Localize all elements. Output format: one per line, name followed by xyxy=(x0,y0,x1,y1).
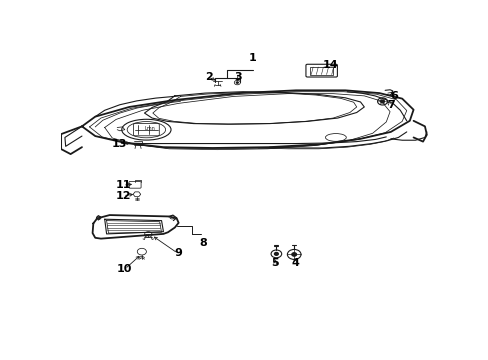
Circle shape xyxy=(380,100,384,103)
Circle shape xyxy=(236,82,238,83)
Text: 6: 6 xyxy=(390,91,398,101)
Text: 1: 1 xyxy=(248,53,256,63)
Text: Lmn: Lmn xyxy=(144,126,155,131)
Text: 12: 12 xyxy=(116,191,131,201)
Text: 7: 7 xyxy=(386,100,394,110)
Text: 4: 4 xyxy=(291,258,299,268)
Text: 10: 10 xyxy=(117,264,132,274)
Text: 2: 2 xyxy=(204,72,212,82)
Circle shape xyxy=(291,253,296,256)
Text: 5: 5 xyxy=(271,258,279,268)
Text: 13: 13 xyxy=(112,139,127,149)
Text: 9: 9 xyxy=(174,248,182,258)
Text: 11: 11 xyxy=(116,180,131,190)
Circle shape xyxy=(274,252,278,255)
Text: 3: 3 xyxy=(234,72,242,82)
Text: 8: 8 xyxy=(199,238,207,248)
Text: 14: 14 xyxy=(322,60,337,70)
Bar xyxy=(309,67,332,75)
